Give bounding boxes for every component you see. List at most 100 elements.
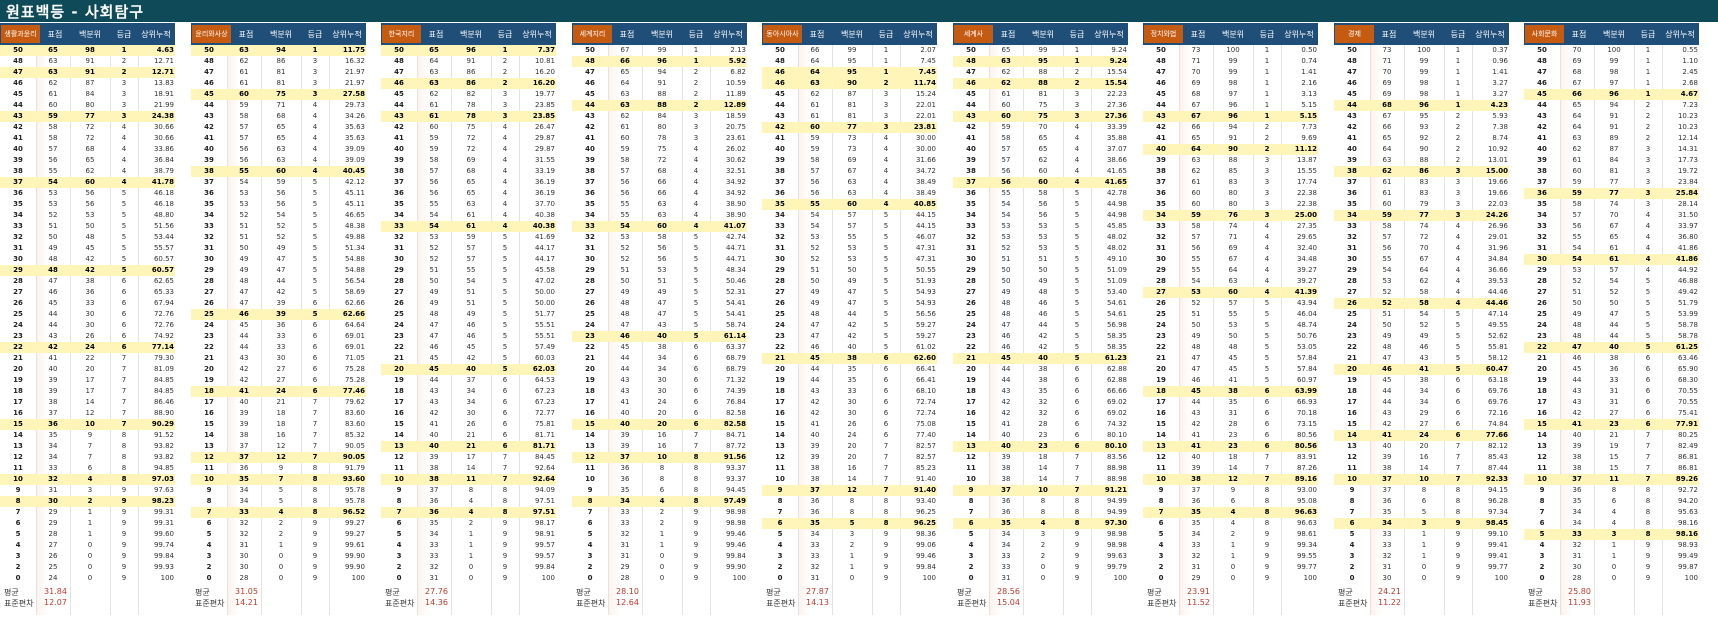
cell-value: 43 [429,398,439,406]
table-row: 47 63 86 2 16.20 [381,67,556,78]
cell-value: 9 [693,574,699,582]
table-row: 5 33 1 9 99.10 [1334,529,1509,540]
raw-score: 39 [13,156,23,164]
cell-value: 3 [883,123,889,131]
panel-header: 생활과윤리 표점 백분위 등급 상위누적 [0,23,175,45]
column-header: 백분위 [459,29,483,39]
table-row: 14 39 16 7 84.71 [572,430,747,441]
table-row: 37 56 60 4 41.65 [953,177,1128,188]
raw-score: 24 [775,321,785,329]
cell-value: 72.76 [153,321,174,329]
cell-value: 36.84 [153,156,174,164]
cell-value: 9 [1645,563,1651,571]
cell-value: 6 [1455,376,1461,384]
raw-score: 11 [394,464,404,472]
cell-value: 36 [1382,497,1392,505]
cell-value: 88.98 [1106,475,1127,483]
column-divider [1594,45,1595,615]
cell-value: 67 [1191,101,1201,109]
cell-value: 8 [883,519,889,527]
cell-value: 90.05 [344,442,365,450]
cell-value: 5 [1074,299,1080,307]
cell-value: 98.91 [534,530,555,538]
cell-value: 11.75 [342,46,365,54]
table-row: 9 37 8 8 94.09 [381,485,556,496]
mean-label: 평균 [1338,588,1353,597]
cell-value: 32 [239,530,249,538]
table-row: 12 34 7 8 93.82 [0,452,175,463]
table-row: 0 24 0 9 100 [0,573,175,584]
table-row: 25 44 30 6 72.76 [0,309,175,320]
cell-value: 36 [429,508,439,516]
cell-value: 14.31 [1677,145,1698,153]
cell-value: 98.23 [151,497,174,505]
cell-value: 80.10 [1106,431,1127,439]
cell-value: 38 [1038,376,1048,384]
cell-value: 61.02 [915,343,936,351]
cell-value: 23 [1609,420,1619,428]
cell-value: 99.34 [1296,541,1317,549]
cell-value: 10.81 [534,57,555,65]
raw-score: 32 [1537,233,1547,241]
cell-value: 55 [620,200,630,208]
cell-value: 6 [1074,387,1080,395]
cell-value: 69 [1572,57,1582,65]
raw-score: 43 [204,112,214,120]
table-row: 44 68 96 1 4.23 [1334,100,1509,111]
cell-value: 55 [620,211,630,219]
cell-value: 56.54 [344,277,365,285]
raw-score: 12 [13,453,23,461]
raw-score: 20 [394,365,404,373]
subject-panel: 정치와법 표점 백분위 등급 상위누적 50 73 100 1 0.50 48 71 99 1 0.74 47… [1143,23,1318,623]
cell-value: 6 [1264,398,1270,406]
cell-value: 5 [502,255,508,263]
cell-value: 66.93 [1296,398,1317,406]
table-row: 8 30 2 9 98.23 [0,496,175,507]
cell-value: 60 [85,178,95,186]
column-header: 등급 [116,29,132,39]
raw-score: 50 [1156,46,1166,54]
cell-value: 42 [810,409,820,417]
cell-value: 8 [1421,486,1427,494]
cell-value: 38 [429,464,439,472]
cell-value: 2 [502,79,508,87]
table-row: 29 51 53 5 48.34 [572,265,747,276]
raw-score: 20 [204,365,214,373]
cell-value: 19.66 [1487,189,1508,197]
cell-value: 44 [1609,332,1619,340]
raw-score: 37 [394,178,404,186]
cell-value: 24 [276,387,286,395]
cell-value: 5 [883,321,889,329]
cell-value: 5 [312,277,318,285]
cell-value: 32 [48,475,58,483]
cell-value: 24 [85,343,95,351]
cell-value: 28 [1572,574,1582,582]
cell-value: 51 [1572,288,1582,296]
subject-name: 정치와법 [1144,25,1183,43]
cell-value: 43 [1572,398,1582,406]
cell-value: 15.55 [1296,167,1317,175]
column-header: 백분위 [840,29,864,39]
cell-value: 47 [657,299,667,307]
cell-value: 4 [1074,178,1080,186]
cell-value: 0 [1040,574,1046,582]
cell-value: 34 [1419,387,1429,395]
cell-value: 74.39 [725,387,746,395]
table-row: 5 34 3 9 98.36 [762,529,937,540]
raw-score: 28 [204,277,214,285]
cell-value: 1 [1611,541,1617,549]
cell-value: 4 [1611,508,1617,516]
cell-value: 7 [1455,475,1461,483]
cell-value: 54 [1572,244,1582,252]
table-row: 2 30 0 9 99.87 [1524,562,1699,573]
table-row: 7 36 8 8 96.25 [762,507,937,518]
table-row: 50 73 100 1 0.37 [1334,45,1509,56]
cell-value: 36.19 [534,178,555,186]
cell-value: 4 [1455,233,1461,241]
mean-value: 28.10 [616,587,639,596]
cell-value: 47 [657,310,667,318]
cell-value: 10.59 [725,79,746,87]
cell-value: 0 [278,563,284,571]
cell-value: 17 [466,453,476,461]
subject-panel: 사회문화 표점 백분위 등급 상위누적 50 70 100 1 0.55 48 69 99 1 1.10 47… [1524,23,1699,623]
